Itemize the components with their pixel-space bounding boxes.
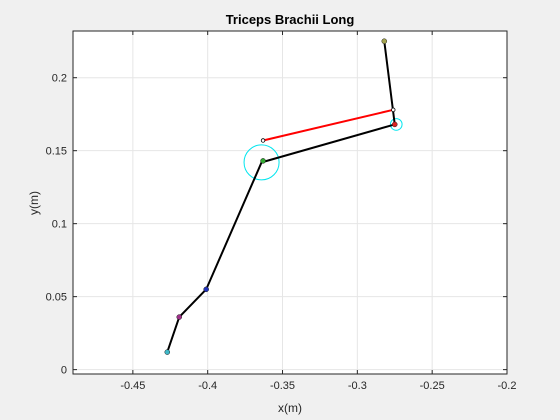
axes-box [72,30,508,375]
y-axis-label: y(m) [27,191,41,215]
joint-marker [164,349,171,355]
joint-circles [243,118,403,181]
x-tick-label: -0.2 [498,380,517,392]
axes-background [73,31,507,374]
joint-marker [392,121,398,128]
x-ticks: -0.45 -0.4 -0.35 -0.3 -0.25 -0.2 [120,31,516,392]
joint-marker [381,38,388,44]
joint-marker [176,314,183,320]
y-tick-label: 0.2 [52,73,67,85]
y-tick-label: 0 [61,365,67,377]
grid [73,31,508,374]
x-tick-label: -0.45 [120,380,145,392]
x-axis-label: x(m) [278,401,302,415]
y-tick-label: 0.15 [46,146,67,158]
joint-circle [389,118,403,131]
y-tick-label: 0.1 [52,219,67,231]
y-ticks: 0 0.05 0.1 0.15 0.2 [46,73,507,377]
x-tick-label: -0.35 [270,380,295,392]
x-tick-label: -0.25 [420,380,445,392]
x-tick-label: -0.4 [198,380,217,392]
muscle-point [391,107,396,113]
joint-marker [260,158,266,164]
y-tick-label: 0.05 [46,292,67,304]
plot-markers [164,38,398,355]
x-tick-label: -0.3 [348,380,367,392]
muscle-line [262,108,394,142]
joint-marker [203,286,209,293]
muscle-point [260,138,266,143]
chart-title: Triceps Brachii Long [226,12,355,27]
joint-circle [243,144,280,181]
